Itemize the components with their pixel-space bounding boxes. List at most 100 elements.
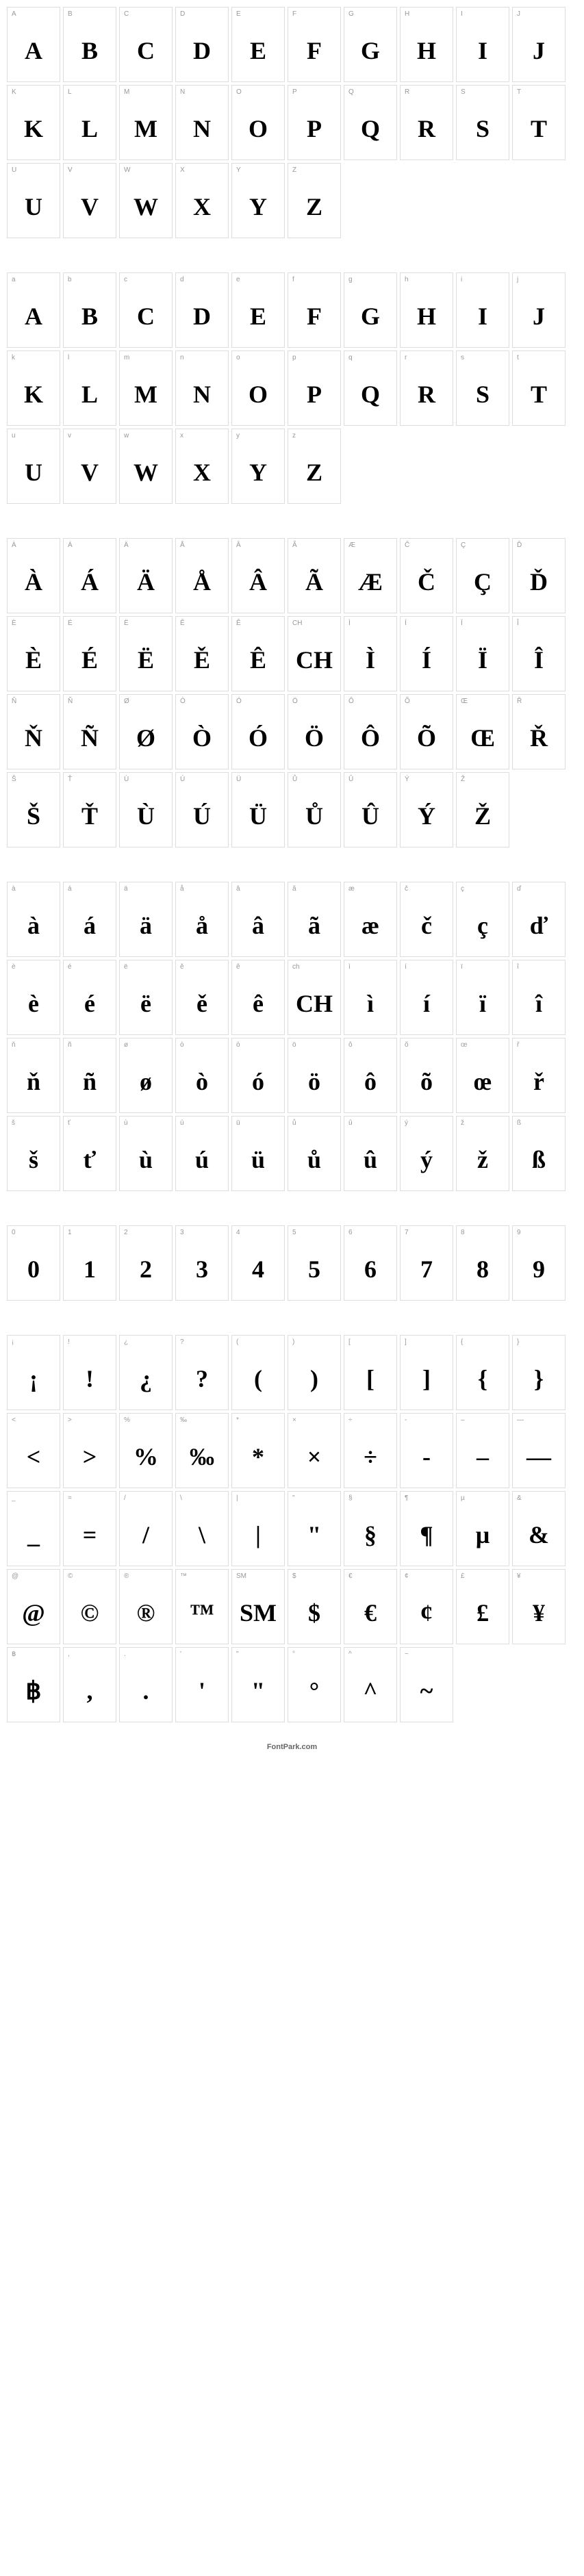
glyph-cell: õõ (400, 1038, 453, 1113)
glyph-label: c (120, 273, 172, 285)
glyph-section: ààááääååââããææččççďďèèééëëěěêêchCHììííïï… (0, 875, 584, 1198)
glyph-label: Q (344, 86, 396, 98)
glyph-char: 2 (120, 1238, 172, 1300)
glyph-char: V (64, 176, 116, 238)
glyph-label: m (120, 351, 172, 364)
glyph-label: Â (232, 539, 284, 551)
glyph-cell: 22 (119, 1225, 173, 1301)
glyph-char: F (288, 285, 340, 347)
glyph-char: ã (288, 895, 340, 956)
section-gap (0, 245, 584, 266)
glyph-cell: ÎÎ (512, 616, 566, 691)
glyph-cell: II (456, 7, 509, 82)
glyph-label: A (8, 8, 60, 20)
glyph-section: ÀÀÁÁÄÄÅÅÂÂÃÃÆÆČČÇÇĎĎÈÈÉÉËËĚĚÊÊCHCHÌÌÍÍÏÏ… (0, 531, 584, 854)
glyph-char: Ë (120, 629, 172, 691)
glyph-label: @ (8, 1570, 60, 1582)
glyph-char: , (64, 1660, 116, 1722)
glyph-cell: jJ (512, 272, 566, 348)
glyph-label: Å (176, 539, 228, 551)
glyph-label: ( (232, 1336, 284, 1348)
glyph-cell: 00 (7, 1225, 60, 1301)
glyph-char: ň (8, 1051, 60, 1112)
glyph-cell: "" (231, 1647, 285, 1722)
glyph-cell: ČČ (400, 538, 453, 613)
glyph-char: P (288, 98, 340, 160)
glyph-cell: bB (63, 272, 116, 348)
glyph-label: ř (513, 1038, 565, 1051)
glyph-char: Ü (232, 785, 284, 847)
glyph-char: ¿ (120, 1348, 172, 1410)
glyph-char: 3 (176, 1238, 228, 1300)
glyph-cell: CHCH (288, 616, 341, 691)
glyph-label: â (232, 882, 284, 895)
glyph-cell: ¥¥ (512, 1569, 566, 1644)
glyph-label: Ã (288, 539, 340, 551)
glyph-char: ò (176, 1051, 228, 1112)
glyph-label: v (64, 429, 116, 442)
glyph-label: ã (288, 882, 340, 895)
glyph-char: 5 (288, 1238, 340, 1300)
glyph-label: Ü (232, 773, 284, 785)
glyph-cell: 44 (231, 1225, 285, 1301)
glyph-label: ñ (64, 1038, 116, 1051)
glyph-label: Ò (176, 695, 228, 707)
glyph-label: q (344, 351, 396, 364)
glyph-label: ¿ (120, 1336, 172, 1348)
glyph-char: J (513, 285, 565, 347)
glyph-char: D (176, 20, 228, 81)
glyph-cell: sS (456, 350, 509, 426)
glyph-label: Ř (513, 695, 565, 707)
glyph-char: CH (288, 973, 340, 1034)
glyph-cell: ¡¡ (7, 1335, 60, 1410)
glyph-char: Å (176, 551, 228, 613)
glyph-cell: ÔÔ (344, 694, 397, 769)
glyph-char: S (457, 98, 509, 160)
glyph-char: _ (8, 1504, 60, 1566)
glyph-cell: lL (63, 350, 116, 426)
glyph-cell: ÇÇ (456, 538, 509, 613)
glyph-cell: čč (400, 882, 453, 957)
glyph-label: Õ (401, 695, 453, 707)
glyph-char: Ž (457, 785, 509, 847)
glyph-label: N (176, 86, 228, 98)
glyph-char: & (513, 1504, 565, 1566)
glyph-char: C (120, 20, 172, 81)
glyph-cell: šš (7, 1116, 60, 1191)
glyph-char: Ř (513, 707, 565, 769)
glyph-label: ž (457, 1117, 509, 1129)
glyph-char: [ (344, 1348, 396, 1410)
glyph-label: X (176, 164, 228, 176)
glyph-label: ť (64, 1117, 116, 1129)
glyph-char: € (344, 1582, 396, 1644)
glyph-cell: ¶¶ (400, 1491, 453, 1566)
glyph-label: U (8, 164, 60, 176)
glyph-char: F (288, 20, 340, 81)
glyph-label: £ (457, 1570, 509, 1582)
glyph-label: Ô (344, 695, 396, 707)
glyph-label: _ (8, 1492, 60, 1504)
glyph-char: $ (288, 1582, 340, 1644)
glyph-label: a (8, 273, 60, 285)
glyph-label: g (344, 273, 396, 285)
glyph-label: ď (513, 882, 565, 895)
glyph-label: y (232, 429, 284, 442)
glyph-char: æ (344, 895, 396, 956)
glyph-char: ¡ (8, 1348, 60, 1410)
glyph-char: č (401, 895, 453, 956)
glyph-label: G (344, 8, 396, 20)
glyph-label: é (64, 960, 116, 973)
glyph-label: č (401, 882, 453, 895)
glyph-label: Æ (344, 539, 396, 551)
glyph-char: Ô (344, 707, 396, 769)
glyph-char: ž (457, 1129, 509, 1190)
glyph-char: á (64, 895, 116, 956)
glyph-char: ô (344, 1051, 396, 1112)
glyph-label: É (64, 617, 116, 629)
glyph-cell: ññ (63, 1038, 116, 1113)
glyph-cell: __ (7, 1491, 60, 1566)
glyph-label: Ý (401, 773, 453, 785)
glyph-char: Ï (457, 629, 509, 691)
glyph-label: 3 (176, 1226, 228, 1238)
glyph-char: E (232, 285, 284, 347)
